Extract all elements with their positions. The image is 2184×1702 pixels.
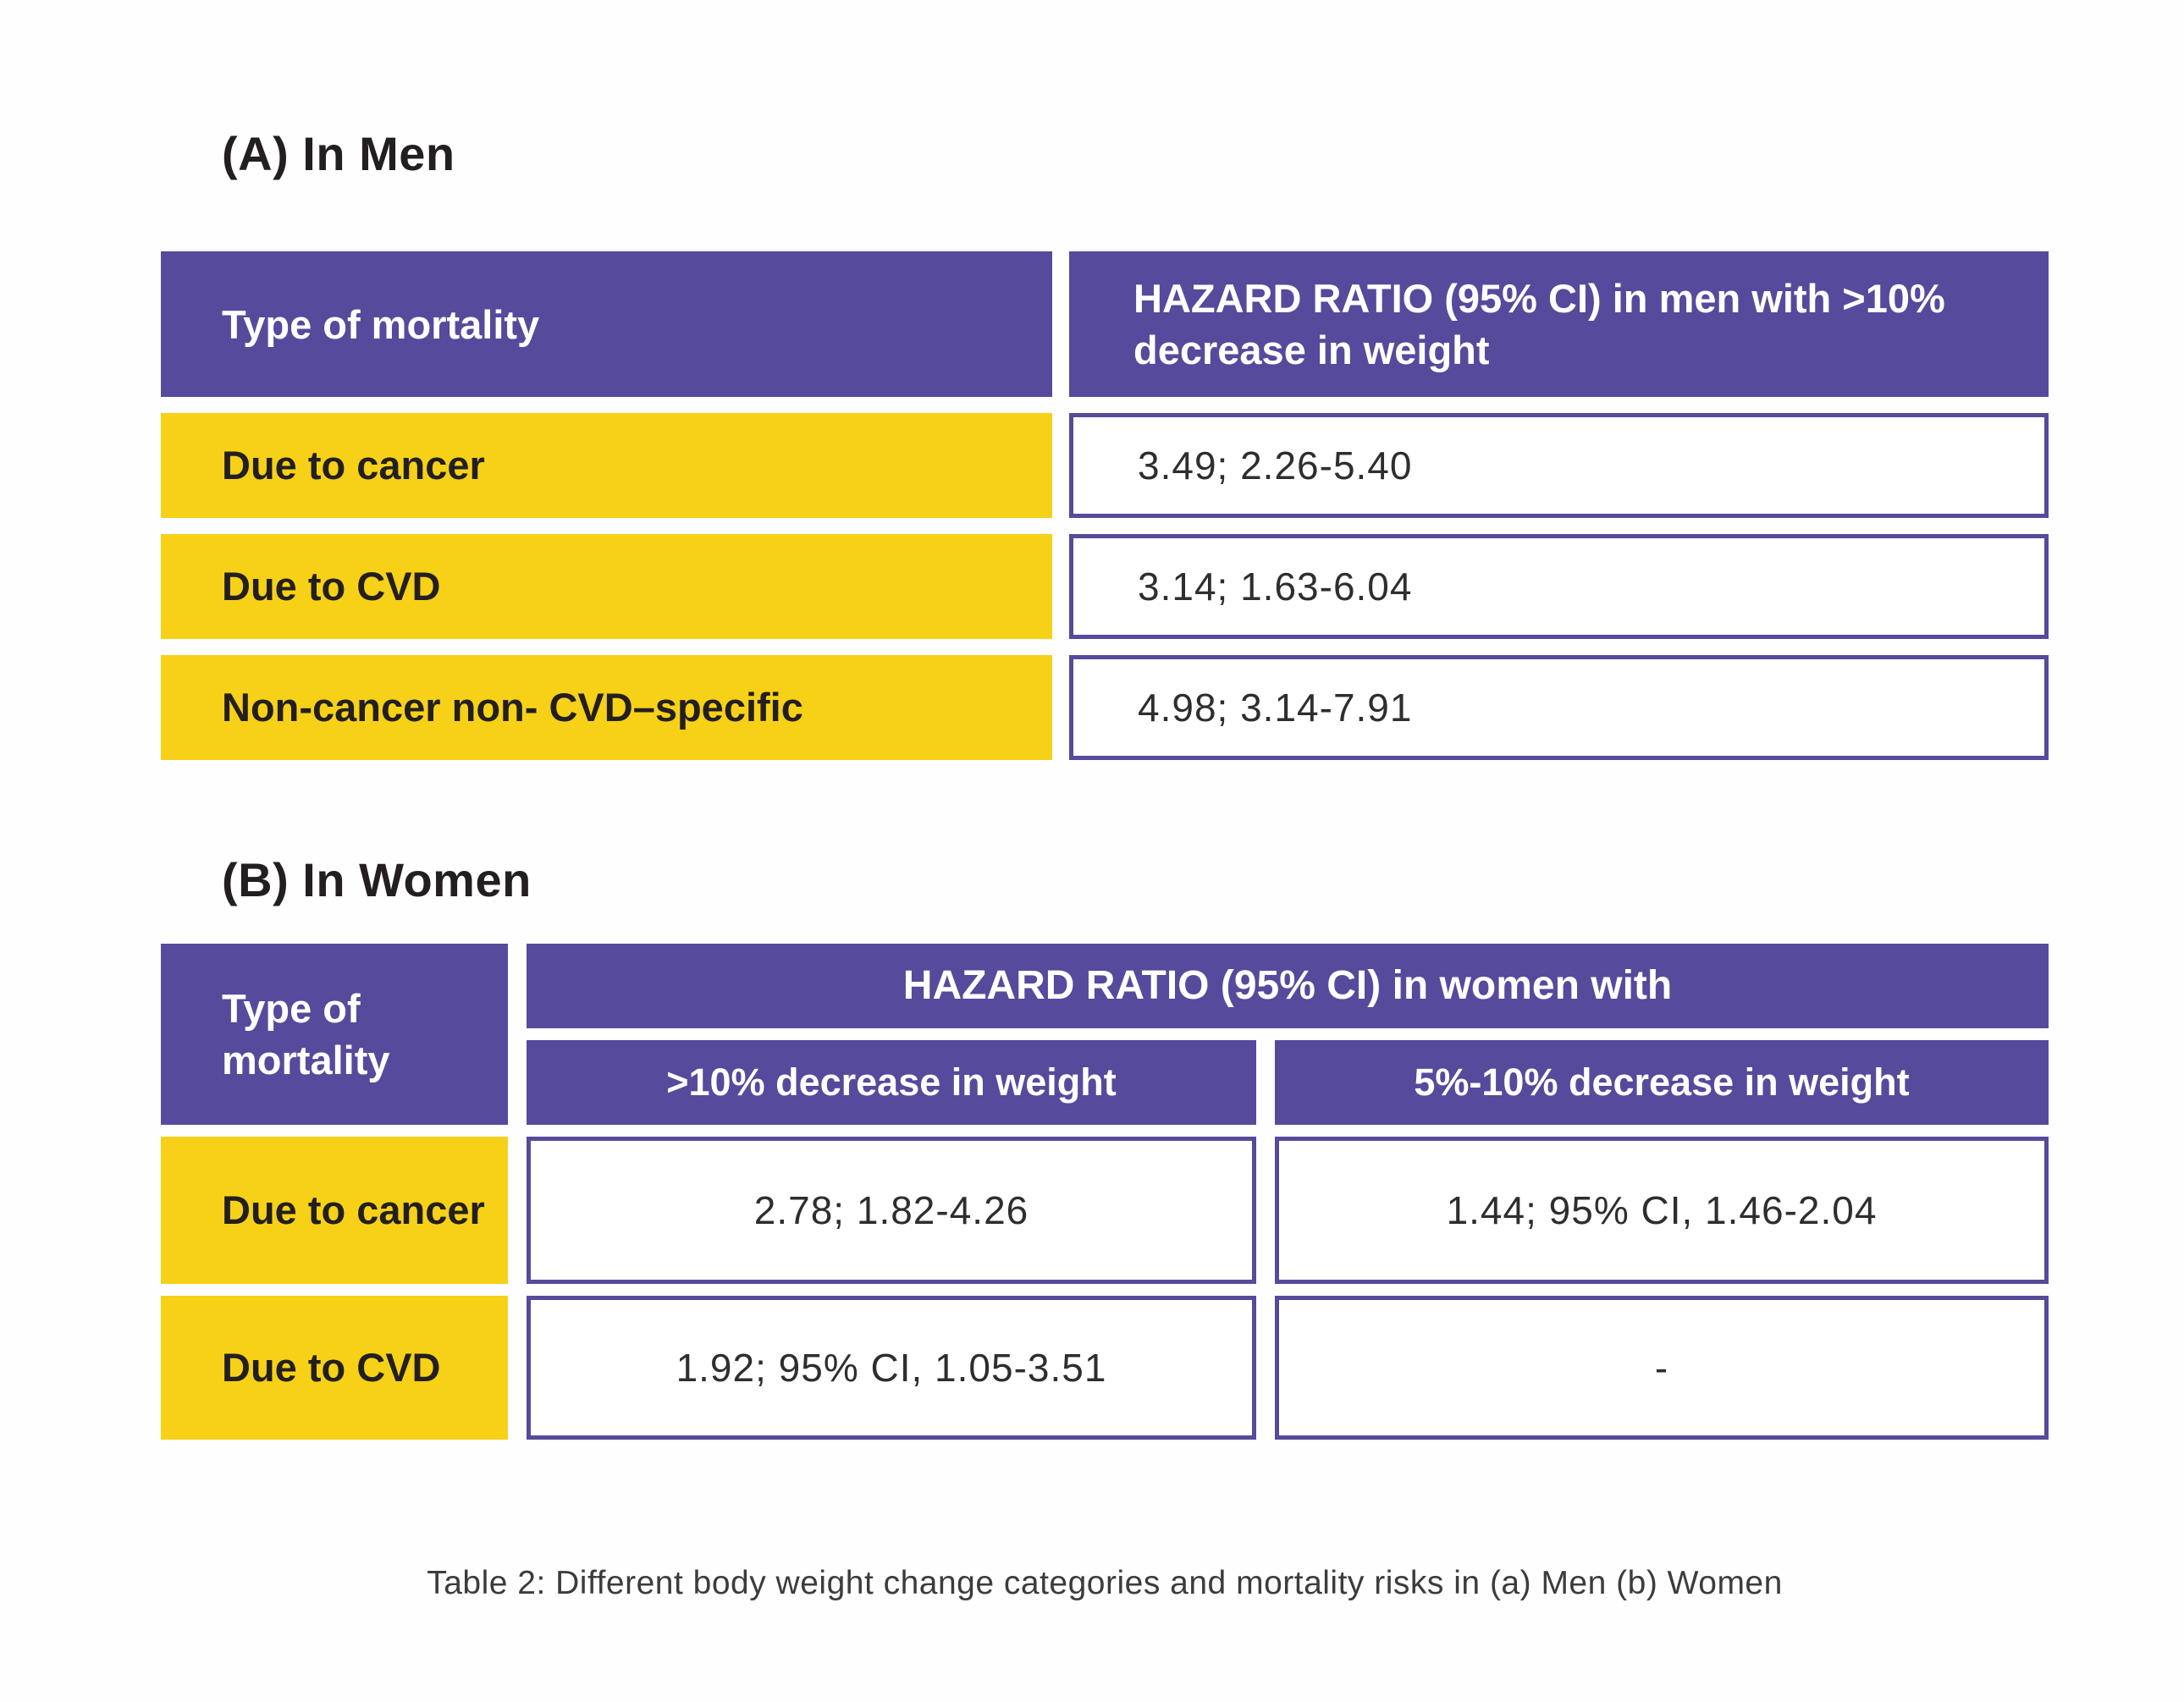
figure-content: (A) In Men Type of mortality HAZARD RATI…: [161, 0, 2049, 1602]
table-caption: Table 2: Different body weight change ca…: [427, 1565, 1783, 1602]
table-women: Type of mortality HAZARD RATIO (95% CI) …: [161, 944, 2049, 1440]
row-label-due-to-cancer: Due to cancer: [161, 413, 1052, 519]
table-women-subheader-gt10-decrease: >10% decrease in weight: [527, 1040, 1256, 1126]
row-value-cvd-5-10: -: [1275, 1296, 2049, 1440]
row-label-due-to-cancer: Due to cancer: [161, 1137, 508, 1285]
table-women-subheader-5-10-decrease: 5%-10% decrease in weight: [1275, 1040, 2049, 1126]
row-value-due-to-cvd: 3.14; 1.63-6.04: [1069, 534, 2049, 640]
row-label-non-cancer-non-cvd: Non-cancer non- CVD–specific: [161, 655, 1052, 761]
table-women-header-type-of-mortality: Type of mortality: [161, 944, 508, 1126]
section-a-title: (A) In Men: [222, 127, 455, 180]
table-men: Type of mortality HAZARD RATIO (95% CI) …: [161, 251, 2049, 761]
table-men-header-hazard-ratio: HAZARD RATIO (95% CI) in men with >10% d…: [1069, 251, 2049, 398]
row-value-non-cancer-non-cvd: 4.98; 3.14-7.91: [1069, 655, 2049, 761]
section-b-title: (B) In Women: [222, 853, 532, 907]
row-value-cancer-5-10: 1.44; 95% CI, 1.46-2.04: [1275, 1137, 2049, 1285]
row-value-cvd-gt10: 1.92; 95% CI, 1.05-3.51: [527, 1296, 1256, 1440]
table-men-header-type-of-mortality: Type of mortality: [161, 251, 1052, 398]
row-value-cancer-gt10: 2.78; 1.82-4.26: [527, 1137, 1256, 1285]
table-women-header-hazard-ratio-group: HAZARD RATIO (95% CI) in women with: [527, 944, 2049, 1029]
row-label-due-to-cvd: Due to CVD: [161, 534, 1052, 640]
row-label-due-to-cvd: Due to CVD: [161, 1296, 508, 1440]
row-value-due-to-cancer: 3.49; 2.26-5.40: [1069, 413, 2049, 519]
